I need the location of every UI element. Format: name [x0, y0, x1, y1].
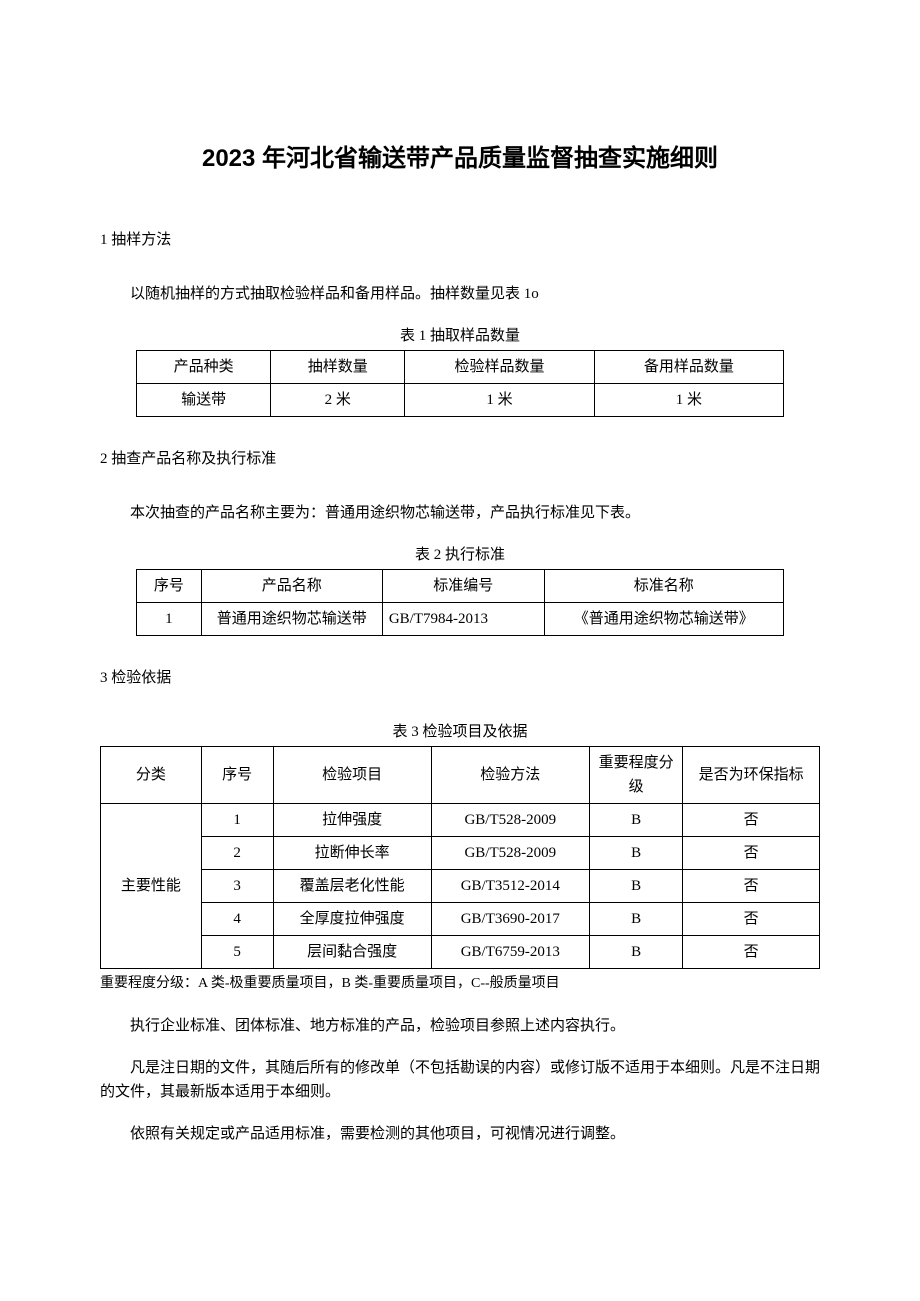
table3-caption: 表 3 检验项目及依据 — [100, 720, 820, 744]
table2-col3: 标准名称 — [544, 570, 783, 603]
table2-cell: 1 — [137, 603, 202, 636]
table-row: 主要性能 1 拉伸强度 GB/T528-2009 B 否 — [101, 804, 820, 837]
table3-cell: 否 — [683, 837, 820, 870]
table3-cell: 拉断伸长率 — [273, 837, 431, 870]
table1-col1: 抽样数量 — [271, 351, 405, 384]
table-row: 4 全厚度拉伸强度 GB/T3690-2017 B 否 — [101, 903, 820, 936]
table3-col0: 分类 — [101, 747, 202, 804]
section1-body: 以随机抽样的方式抽取检验样品和备用样品。抽样数量见表 1o — [100, 282, 820, 306]
table3-cell: 5 — [201, 936, 273, 969]
table3-cell: B — [589, 870, 682, 903]
table-row: 分类 序号 检验项目 检验方法 重要程度分级 是否为环保指标 — [101, 747, 820, 804]
table1-caption: 表 1 抽取样品数量 — [100, 324, 820, 348]
table3-category: 主要性能 — [101, 804, 202, 969]
table2-caption: 表 2 执行标准 — [100, 543, 820, 567]
table1-cell: 2 米 — [271, 384, 405, 417]
table-row: 5 层间黏合强度 GB/T6759-2013 B 否 — [101, 936, 820, 969]
table3-cell: 否 — [683, 804, 820, 837]
table3-col3: 检验方法 — [431, 747, 589, 804]
table-row: 输送带 2 米 1 米 1 米 — [137, 384, 784, 417]
table3-cell: B — [589, 936, 682, 969]
table-row: 产品种类 抽样数量 检验样品数量 备用样品数量 — [137, 351, 784, 384]
table3-col4: 重要程度分级 — [589, 747, 682, 804]
table2-cell: 普通用途织物芯输送带 — [201, 603, 382, 636]
table3-cell: 1 — [201, 804, 273, 837]
table-row: 序号 产品名称 标准编号 标准名称 — [137, 570, 784, 603]
table3-cell: 2 — [201, 837, 273, 870]
table1-col2: 检验样品数量 — [405, 351, 594, 384]
table3-col5: 是否为环保指标 — [683, 747, 820, 804]
table2: 序号 产品名称 标准编号 标准名称 1 普通用途织物芯输送带 GB/T7984-… — [136, 569, 784, 636]
table3-footnote: 重要程度分级：A 类-极重要质量项目，B 类-重要质量项目，C--般质量项目 — [100, 973, 820, 995]
table-row: 3 覆盖层老化性能 GB/T3512-2014 B 否 — [101, 870, 820, 903]
table3-col1: 序号 — [201, 747, 273, 804]
table2-cell: 《普通用途织物芯输送带》 — [544, 603, 783, 636]
table-row: 1 普通用途织物芯输送带 GB/T7984-2013 《普通用途织物芯输送带》 — [137, 603, 784, 636]
closing-p3: 依照有关规定或产品适用标准，需要检测的其他项目，可视情况进行调整。 — [100, 1122, 820, 1146]
table3-cell: 否 — [683, 870, 820, 903]
table1-cell: 输送带 — [137, 384, 271, 417]
document-title: 2023 年河北省输送带产品质量监督抽查实施细则 — [100, 140, 820, 178]
table2-cell: GB/T7984-2013 — [382, 603, 544, 636]
table-row: 2 拉断伸长率 GB/T528-2009 B 否 — [101, 837, 820, 870]
table2-col0: 序号 — [137, 570, 202, 603]
table1: 产品种类 抽样数量 检验样品数量 备用样品数量 输送带 2 米 1 米 1 米 — [136, 350, 784, 417]
table3-cell: B — [589, 804, 682, 837]
table3-cell: GB/T3512-2014 — [431, 870, 589, 903]
table3: 分类 序号 检验项目 检验方法 重要程度分级 是否为环保指标 主要性能 1 拉伸… — [100, 746, 820, 969]
section2-body: 本次抽查的产品名称主要为：普通用途织物芯输送带，产品执行标准见下表。 — [100, 501, 820, 525]
table1-cell: 1 米 — [594, 384, 783, 417]
table3-cell: 否 — [683, 936, 820, 969]
section3-heading: 3 检验依据 — [100, 666, 820, 690]
table2-col2: 标准编号 — [382, 570, 544, 603]
closing-p2: 凡是注日期的文件，其随后所有的修改单（不包括勘误的内容）或修订版不适用于本细则。… — [100, 1056, 820, 1104]
table3-cell: GB/T3690-2017 — [431, 903, 589, 936]
table3-cell: 否 — [683, 903, 820, 936]
section2-heading: 2 抽查产品名称及执行标准 — [100, 447, 820, 471]
table1-cell: 1 米 — [405, 384, 594, 417]
table3-cell: 全厚度拉伸强度 — [273, 903, 431, 936]
table3-cell: B — [589, 837, 682, 870]
table3-cell: 3 — [201, 870, 273, 903]
table3-cell: B — [589, 903, 682, 936]
table3-cell: 4 — [201, 903, 273, 936]
table3-cell: GB/T528-2009 — [431, 804, 589, 837]
table2-col1: 产品名称 — [201, 570, 382, 603]
table3-cell: 拉伸强度 — [273, 804, 431, 837]
closing-p1: 执行企业标准、团体标准、地方标准的产品，检验项目参照上述内容执行。 — [100, 1014, 820, 1038]
table3-cell: 层间黏合强度 — [273, 936, 431, 969]
table1-col3: 备用样品数量 — [594, 351, 783, 384]
table1-col0: 产品种类 — [137, 351, 271, 384]
table3-cell: GB/T528-2009 — [431, 837, 589, 870]
section1-heading: 1 抽样方法 — [100, 228, 820, 252]
table3-cell: GB/T6759-2013 — [431, 936, 589, 969]
table3-col2: 检验项目 — [273, 747, 431, 804]
table3-cell: 覆盖层老化性能 — [273, 870, 431, 903]
